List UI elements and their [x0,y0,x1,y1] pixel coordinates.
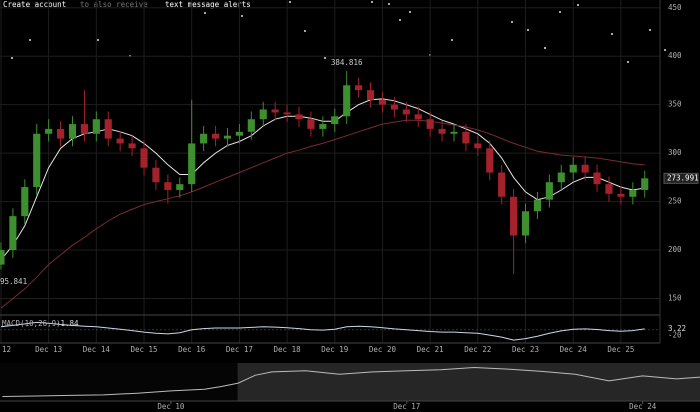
candle-body [390,104,398,110]
candle-body [486,148,494,173]
x-tick-label: Dec 14 [83,345,111,354]
navigator-tick-label: Dec 10 [157,402,185,411]
navigator-line [2,366,700,397]
last-price-label: 273.991 [667,173,699,182]
candle-body [104,119,112,139]
candle-body [426,119,434,129]
candle-body [128,143,136,149]
candle-body [521,211,530,236]
candle-body [569,164,577,173]
candle-body [164,182,172,190]
x-tick-label: Dec 17 [226,345,253,354]
candle-body [223,135,232,139]
candle-body [581,164,589,173]
x-tick-label: Dec 21 [417,345,444,354]
candle-body [355,85,363,91]
candle-body [0,250,5,265]
candle-body [498,172,506,197]
candle-body [414,114,422,120]
last-price-box [663,172,699,184]
candle-body [283,112,291,115]
macd-line [0,321,645,341]
candle-body [152,167,160,183]
candle-body [307,119,315,129]
candle-body [366,90,375,100]
x-tick-label: 12 [2,345,11,354]
navigator-tick-label: Dec 24 [629,402,657,411]
x-tick-label: Dec 23 [512,345,539,354]
candle-body [176,184,184,190]
candle-body [557,172,565,183]
candle-body [438,128,446,134]
x-tick-label: Dec 16 [178,345,206,354]
candle-body [605,184,613,194]
x-tick-label: Dec 15 [130,345,157,354]
candle-body [200,133,208,144]
macd-label: MACD(10,26,9) [2,319,61,328]
main-panel [0,0,660,343]
candle-body [378,99,387,105]
macd-tick-label: -20 [668,331,682,340]
candle-body [533,199,542,212]
candle-body [510,196,518,236]
header-middle: to also receive [80,0,148,9]
candle-body [545,182,553,200]
x-tick-label: Dec 25 [607,345,634,354]
y-tick-label: 350 [668,100,682,109]
candle-body [247,119,255,132]
min-label: 95.841 [0,277,27,286]
candle-body [188,143,196,185]
x-tick-label: Dec 22 [464,345,491,354]
candle-body [33,133,41,188]
candle-body [116,138,124,144]
candle-body [235,131,243,136]
candle-body [140,148,148,168]
y-tick-label: 150 [668,294,682,303]
candle-body [56,128,65,139]
x-tick-label: Dec 18 [274,345,302,354]
candle-body [331,116,339,125]
candle-body [92,119,100,134]
candle-body [68,124,77,139]
x-tick-label: Dec 13 [35,345,62,354]
candle-body [593,172,601,185]
candle-body [402,109,410,115]
candle-body [211,133,220,139]
candle-body [259,109,267,120]
candle-body [617,193,625,197]
candle-body [80,124,88,134]
navigator-window[interactable] [237,363,700,401]
candle-body [450,131,458,134]
candle-body [641,178,649,190]
navigator-tick-label: Dec 17 [393,402,420,411]
candle-body [474,143,482,149]
x-tick-label: Dec 19 [321,345,348,354]
candle-body [343,85,351,117]
max-label: 384.816 [331,58,363,67]
candle-body [9,216,17,251]
candle-body [21,187,29,217]
moving-average [0,119,645,309]
macd-current: -1.84 [56,319,79,328]
header-link[interactable]: Create account [3,0,66,9]
y-tick-label: 200 [668,245,682,254]
candle-body [629,189,637,197]
candle-body [319,124,327,129]
y-tick-label: 400 [668,51,682,60]
y-tick-label: 300 [668,148,682,157]
header-end: text message alerts [165,0,251,9]
candle-body [45,128,53,134]
x-tick-label: Dec 20 [369,345,397,354]
candle-body [271,109,279,113]
y-tick-label: 250 [668,197,682,206]
x-tick-label: Dec 24 [560,345,588,354]
candle-body [295,114,303,120]
macd-last: 3.22 [668,324,686,333]
candle-body [462,131,470,144]
y-tick-label: 450 [668,3,682,12]
